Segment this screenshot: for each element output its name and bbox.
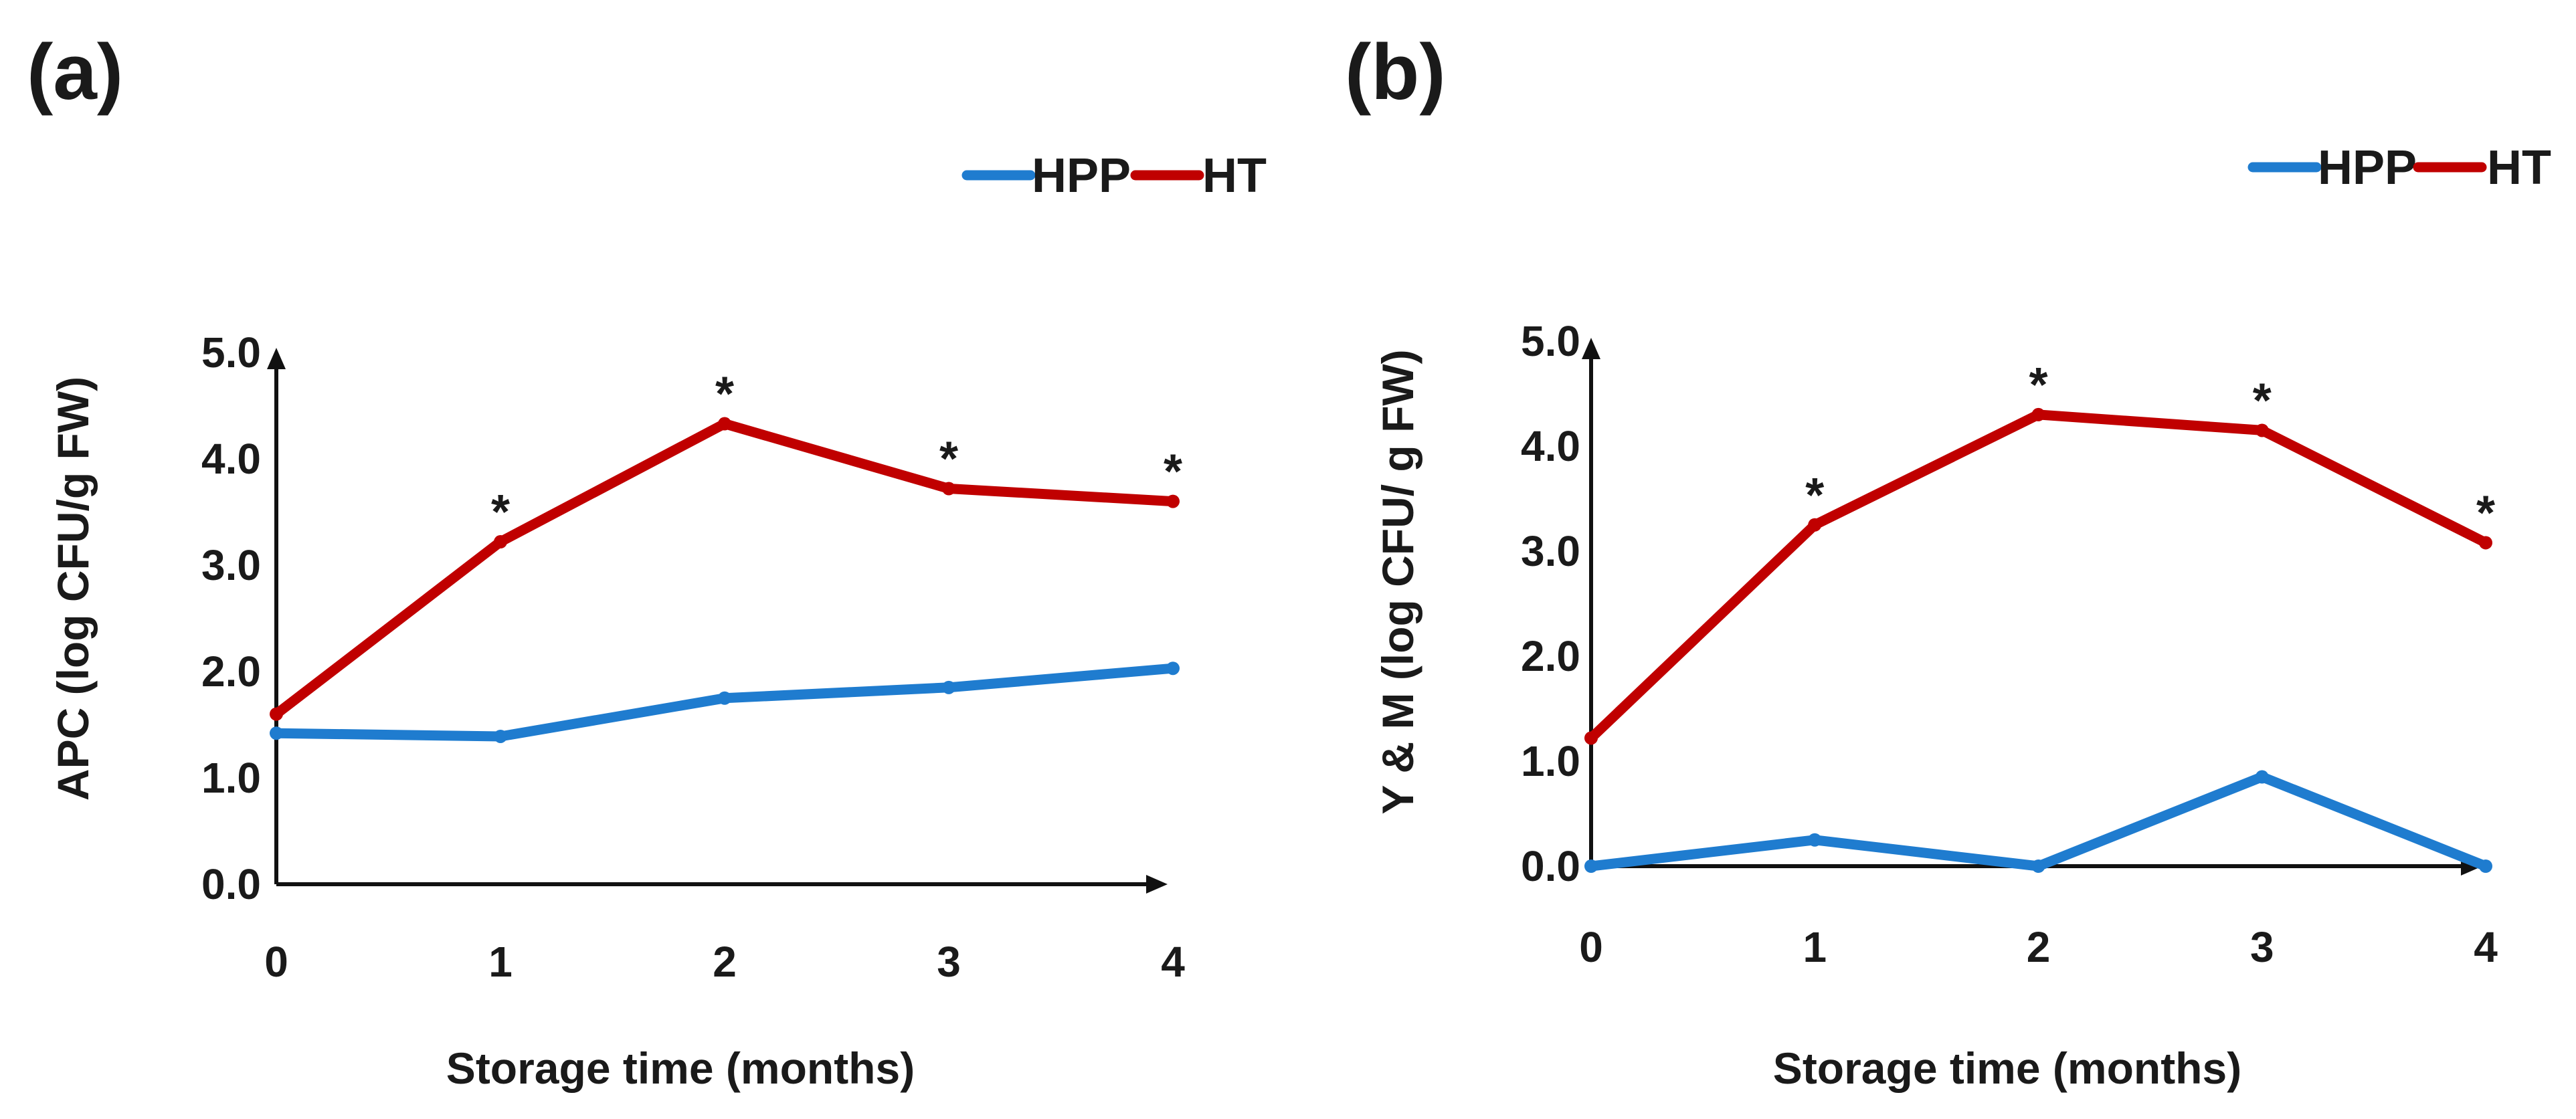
panel-label-b: (b) xyxy=(1345,28,1446,116)
x-tick-label: 1 xyxy=(1803,923,1827,971)
y-tick-label: 0.0 xyxy=(201,860,261,908)
legend-label-ht: HT xyxy=(2487,141,2551,195)
y-tick-label: 0.0 xyxy=(1521,842,1580,890)
data-point-ht xyxy=(718,417,731,431)
significance-marker: * xyxy=(1164,445,1182,499)
series-line-ht xyxy=(271,419,1178,720)
x-tick-label: 4 xyxy=(1161,938,1185,986)
x-tick-label: 1 xyxy=(488,938,513,986)
x-tick-label: 4 xyxy=(2474,923,2498,971)
y-axis-title-b: Y & M (log CFU/ g FW) xyxy=(1373,349,1422,814)
data-point-hpp xyxy=(1584,859,1598,873)
data-point-ht xyxy=(1808,518,1822,532)
significance-marker: * xyxy=(939,433,958,486)
series-line-ht xyxy=(1586,409,2491,743)
data-point-hpp xyxy=(2031,859,2045,873)
significance-marker: * xyxy=(715,368,734,421)
data-point-hpp xyxy=(718,691,731,705)
y-tick-label: 3.0 xyxy=(1521,527,1580,575)
y-tick-label: 1.0 xyxy=(201,754,261,802)
data-point-ht xyxy=(2031,407,2045,421)
x-tick-label: 2 xyxy=(2027,923,2051,971)
series-line-hpp xyxy=(1586,772,2491,872)
y-axis-title-a: APC (log CFU/g FW) xyxy=(48,377,98,801)
legend-b: HPP HT xyxy=(2247,141,2551,195)
data-point-hpp xyxy=(494,729,507,743)
panel-b: (b) HPP HT 0.0 1.0 2.0 3.0 4.0 5.0 0 1 2 3 4 * * * * S… xyxy=(1345,28,2551,1093)
significance-marker: * xyxy=(2253,374,2272,427)
y-tick-label: 4.0 xyxy=(201,435,261,483)
data-point-hpp xyxy=(942,680,955,694)
legend-label-hpp: HPP xyxy=(2318,141,2417,195)
y-tick-label: 4.0 xyxy=(1521,422,1580,470)
y-tick-label: 1.0 xyxy=(1521,737,1580,785)
significance-marker: * xyxy=(1805,469,1824,522)
data-point-ht xyxy=(1166,494,1180,508)
x-tick-label: 0 xyxy=(264,938,288,986)
data-point-hpp xyxy=(2479,859,2492,873)
y-tick-label: 3.0 xyxy=(201,541,261,589)
data-point-ht xyxy=(942,482,955,496)
x-axis-title-b: Storage time (months) xyxy=(1773,1043,2241,1093)
x-axis-arrowhead xyxy=(1146,875,1168,894)
y-tick-label: 2.0 xyxy=(201,647,261,696)
y-axis-arrowhead xyxy=(267,348,286,369)
data-point-hpp xyxy=(1808,833,1822,847)
x-tick-label: 2 xyxy=(713,938,737,986)
x-tick-label: 3 xyxy=(2250,923,2274,971)
data-point-ht xyxy=(270,707,283,721)
x-tick-label: 3 xyxy=(937,938,961,986)
panel-label-a: (a) xyxy=(27,28,123,116)
x-tick-label: 0 xyxy=(1579,923,1603,971)
data-point-hpp xyxy=(2255,770,2269,784)
data-point-hpp xyxy=(270,726,283,740)
legend-label-ht: HT xyxy=(1202,149,1267,203)
data-point-ht xyxy=(2479,536,2492,550)
significance-marker: * xyxy=(491,486,510,539)
data-point-ht xyxy=(494,535,507,549)
panel-a: (a) HPP HT 0.0 1.0 2.0 3.0 4.0 5.0 0 1 2 3 4 * * * * S… xyxy=(27,28,1267,1093)
x-axis-title-a: Storage time (months) xyxy=(446,1043,915,1093)
y-axis-arrowhead xyxy=(1582,338,1600,359)
plot-area-a: 0.0 1.0 2.0 3.0 4.0 5.0 0 1 2 3 4 * * * * xyxy=(201,328,1185,986)
plot-area-b: 0.0 1.0 2.0 3.0 4.0 5.0 0 1 2 3 4 * * * * xyxy=(1521,317,2498,971)
y-tick-label: 5.0 xyxy=(1521,317,1580,365)
data-point-ht xyxy=(1584,731,1598,745)
legend-label-hpp: HPP xyxy=(1032,149,1131,203)
y-tick-label: 5.0 xyxy=(201,328,261,377)
significance-marker: * xyxy=(2029,359,2047,412)
y-tick-label: 2.0 xyxy=(1521,632,1580,680)
data-point-ht xyxy=(2255,423,2269,437)
significance-marker: * xyxy=(2476,486,2495,540)
legend-a: HPP HT xyxy=(961,149,1267,203)
data-point-hpp xyxy=(1166,662,1180,676)
